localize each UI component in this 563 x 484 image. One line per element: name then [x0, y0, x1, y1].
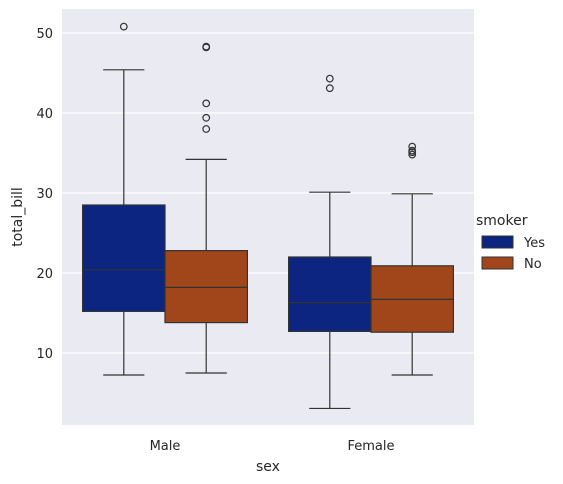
y-tick-label: 10 — [36, 347, 53, 362]
outlier-point — [119, 22, 128, 31]
outlier-point — [202, 99, 211, 108]
outlier-point — [202, 42, 211, 51]
legend-swatch-no — [481, 256, 514, 270]
legend-title: smoker — [476, 213, 528, 229]
outlier-point — [408, 146, 417, 155]
box-yes-female — [288, 74, 372, 410]
outlier-point — [202, 125, 211, 133]
legend-label-no: No — [524, 257, 542, 272]
y-tick-label: 20 — [36, 267, 53, 282]
y-tick-label: 50 — [36, 27, 53, 42]
legend-label-yes: Yes — [523, 236, 545, 251]
legend: smoker Yes No — [476, 213, 545, 272]
box-body — [164, 250, 249, 324]
x-tick-labels: Male Female — [150, 439, 395, 454]
outlier-point — [408, 150, 417, 159]
box-no-male — [164, 42, 249, 374]
outlier-point — [408, 142, 417, 151]
boxes — [81, 22, 455, 410]
box-body — [288, 256, 372, 333]
x-tick-label: Female — [347, 439, 394, 454]
outlier-point — [325, 74, 334, 83]
y-tick-label: 30 — [36, 187, 53, 202]
outlier-point — [325, 84, 334, 93]
box-no-female — [370, 142, 455, 376]
y-tick-label: 40 — [36, 107, 53, 122]
y-tick-labels: 10 20 30 40 50 — [36, 27, 53, 362]
outlier-point — [202, 113, 211, 122]
y-axis-label: total_bill — [10, 187, 26, 247]
legend-swatch-yes — [481, 235, 514, 249]
x-axis-label: sex — [256, 459, 280, 475]
x-tick-label: Male — [150, 439, 181, 454]
box-body — [81, 204, 166, 313]
box-yes-male — [81, 22, 166, 376]
